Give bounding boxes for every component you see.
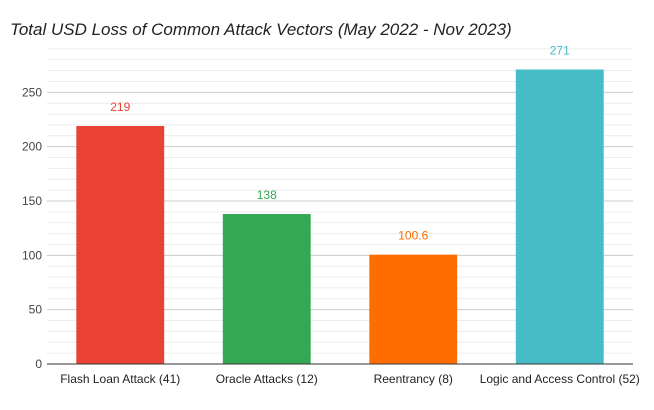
y-tick-label: 50 bbox=[29, 303, 43, 317]
bar bbox=[222, 214, 311, 364]
y-tick-label: 200 bbox=[22, 140, 42, 154]
y-tick-label: 100 bbox=[22, 248, 42, 262]
y-tick-label: 0 bbox=[35, 357, 42, 371]
data-label: 271 bbox=[550, 44, 570, 58]
y-tick-label: 150 bbox=[22, 194, 42, 208]
data-label: 219 bbox=[110, 100, 130, 114]
chart-title: Total USD Loss of Common Attack Vectors … bbox=[10, 20, 512, 39]
x-tick-label: Oracle Attacks (12) bbox=[216, 372, 318, 386]
y-tick-label: 250 bbox=[22, 85, 42, 99]
x-tick-label: Reentrancy (8) bbox=[374, 372, 453, 386]
data-label: 138 bbox=[257, 188, 277, 202]
bar bbox=[369, 254, 458, 364]
bar bbox=[515, 69, 604, 364]
data-label: 100.6 bbox=[398, 229, 428, 243]
x-tick-label: Flash Loan Attack (41) bbox=[60, 372, 180, 386]
x-tick-label: Logic and Access Control (52) bbox=[480, 372, 640, 386]
bar bbox=[76, 126, 165, 365]
